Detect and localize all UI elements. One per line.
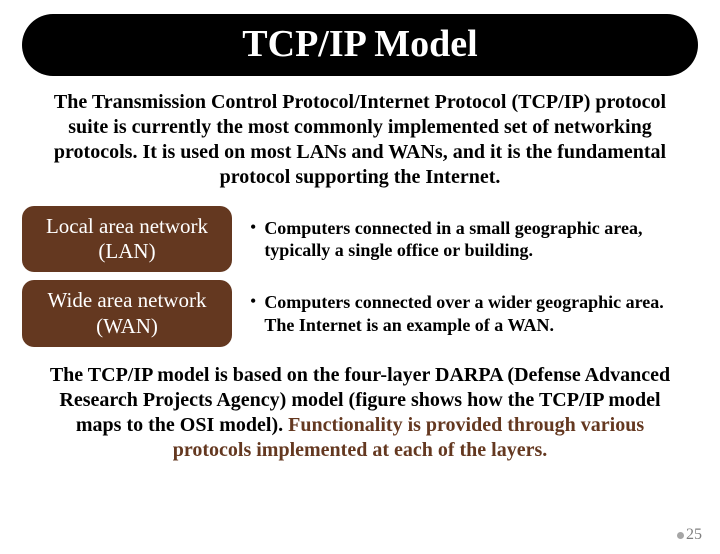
bullet-icon: • xyxy=(246,216,264,239)
page-dot-icon xyxy=(677,532,684,539)
title-banner: TCP/IP Model xyxy=(22,14,698,76)
footer-block: The TCP/IP model is based on the four-la… xyxy=(22,355,698,473)
row-desc-wan: • Computers connected over a wider geogr… xyxy=(240,280,698,346)
row-desc-text: Computers connected in a small geographi… xyxy=(264,217,686,262)
row-label-text: Wide area network (WAN) xyxy=(30,288,224,338)
row-label-wan: Wide area network (WAN) xyxy=(22,280,232,346)
row-label-text: Local area network (LAN) xyxy=(30,214,224,264)
row-desc-text: Computers connected over a wider geograp… xyxy=(264,291,686,336)
definition-row-wan: Wide area network (WAN) • Computers conn… xyxy=(22,280,698,346)
row-label-lan: Local area network (LAN) xyxy=(22,206,232,272)
intro-block: The Transmission Control Protocol/Intern… xyxy=(22,84,698,198)
page-number-text: 25 xyxy=(686,526,702,544)
page-number: 25 xyxy=(677,526,702,544)
intro-text: The Transmission Control Protocol/Intern… xyxy=(54,91,666,188)
slide-title: TCP/IP Model xyxy=(242,23,477,65)
definition-row-lan: Local area network (LAN) • Computers con… xyxy=(22,206,698,272)
row-desc-lan: • Computers connected in a small geograp… xyxy=(240,206,698,272)
bullet-icon: • xyxy=(246,290,264,313)
